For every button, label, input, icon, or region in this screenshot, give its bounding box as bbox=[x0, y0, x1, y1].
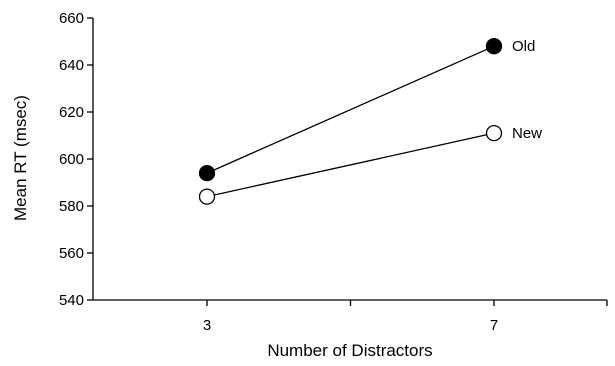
x-axis-title: Number of Distractors bbox=[267, 341, 432, 360]
y-tick-label: 640 bbox=[59, 57, 84, 74]
y-tick-label: 660 bbox=[59, 10, 84, 27]
series-label-old: Old bbox=[512, 38, 535, 55]
y-tick-label: 620 bbox=[59, 104, 84, 121]
series-layer: Old New bbox=[198, 38, 542, 205]
data-point-new bbox=[198, 188, 216, 205]
series-line-new bbox=[206, 132, 495, 198]
data-point-old bbox=[485, 38, 503, 55]
data-point-new bbox=[485, 124, 503, 142]
y-tick-label: 560 bbox=[59, 245, 84, 262]
y-axis-title: Mean RT (msec) bbox=[11, 95, 30, 221]
y-axis: 540 560 580 600 620 640 660 bbox=[59, 10, 94, 309]
y-tick-label: 540 bbox=[59, 292, 84, 309]
data-point-old bbox=[198, 164, 216, 182]
x-tick-label: 3 bbox=[203, 317, 211, 334]
y-tick-label: 580 bbox=[59, 198, 84, 215]
series-label-new: New bbox=[512, 125, 542, 142]
x-tick-label: 7 bbox=[490, 317, 498, 334]
series-line-old bbox=[206, 45, 495, 174]
y-tick-label: 600 bbox=[59, 151, 84, 168]
